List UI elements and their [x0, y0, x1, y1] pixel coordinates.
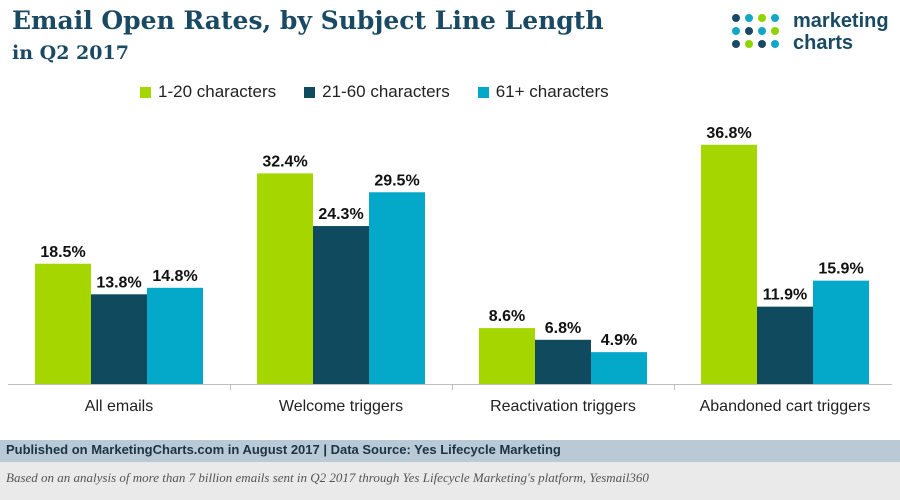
- source-bar: Published on MarketingCharts.com in Augu…: [0, 440, 900, 462]
- bar-value-label: 32.4%: [262, 153, 307, 170]
- bar: [257, 173, 313, 384]
- bar-value-label: 15.9%: [818, 261, 863, 278]
- logo-text-line2: charts: [793, 32, 854, 54]
- category-label: Welcome triggers: [279, 398, 403, 415]
- logo-dot: [758, 40, 766, 48]
- legend-swatch: [477, 86, 489, 98]
- logo-dot: [745, 40, 753, 48]
- logo-dot: [745, 27, 753, 35]
- bar: [479, 328, 535, 384]
- logo-dot: [732, 27, 740, 35]
- bar: [91, 294, 147, 384]
- bar-value-label: 18.5%: [40, 244, 85, 261]
- bar: [147, 287, 203, 384]
- bar: [591, 352, 647, 384]
- logo-dot: [758, 14, 766, 22]
- bar-value-label: 29.5%: [374, 172, 419, 189]
- bar: [313, 226, 369, 384]
- logo-dot: [771, 14, 779, 22]
- note-bar: Based on an analysis of more than 7 bill…: [0, 462, 900, 500]
- bar-value-label: 14.8%: [152, 268, 197, 285]
- bar-value-label: 8.6%: [489, 308, 525, 325]
- logo-dot: [771, 40, 779, 48]
- legend-label: 61+ characters: [495, 82, 609, 101]
- legend-item: 61+ characters: [477, 82, 609, 102]
- category-label: Abandoned cart triggers: [700, 398, 871, 415]
- bar: [369, 192, 425, 384]
- legend-label: 1-20 characters: [158, 82, 277, 101]
- logo-dot: [732, 14, 740, 22]
- bar-value-label: 36.8%: [706, 125, 751, 142]
- bar-value-label: 24.3%: [318, 206, 363, 223]
- bar: [757, 306, 813, 384]
- legend-label: 21-60 characters: [322, 82, 450, 101]
- logo-text-line1: marketing: [793, 10, 889, 32]
- legend-item: 1-20 characters: [140, 82, 276, 102]
- legend-swatch: [140, 86, 151, 98]
- marketingcharts-logo[interactable]: marketing charts: [730, 10, 900, 54]
- chart-subtitle: in Q2 2017: [12, 42, 129, 64]
- legend-swatch: [304, 86, 316, 98]
- footnote-text: Based on an analysis of more than 7 bill…: [6, 470, 649, 485]
- logo-dot: [745, 14, 753, 22]
- bar: [701, 144, 757, 384]
- chart-legend: 1-20 characters 21-60 characters 61+ chara…: [140, 82, 609, 102]
- bar-value-label: 13.8%: [96, 274, 141, 291]
- bar-value-label: 6.8%: [545, 320, 581, 337]
- category-label: Reactivation triggers: [490, 398, 636, 415]
- logo-dot: [732, 40, 740, 48]
- bar-value-label: 11.9%: [763, 287, 807, 304]
- bar: [535, 339, 591, 384]
- bar-chart: 18.5% 13.8% 14.8% All emails 32.4% 24.3% 29.5%…: [8, 125, 892, 415]
- bar: [35, 263, 91, 384]
- bar: [813, 280, 869, 384]
- bar-value-label: 4.9%: [601, 332, 637, 349]
- category-label: All emails: [85, 398, 153, 415]
- logo-dots-icon: [732, 14, 779, 48]
- legend-item: 21-60 characters: [304, 82, 450, 102]
- logo-dot: [758, 27, 766, 35]
- source-text: Published on MarketingCharts.com in Augu…: [6, 442, 561, 457]
- logo-dot: [771, 27, 779, 35]
- chart-title: Email Open Rates, by Subject Line Length: [12, 6, 604, 35]
